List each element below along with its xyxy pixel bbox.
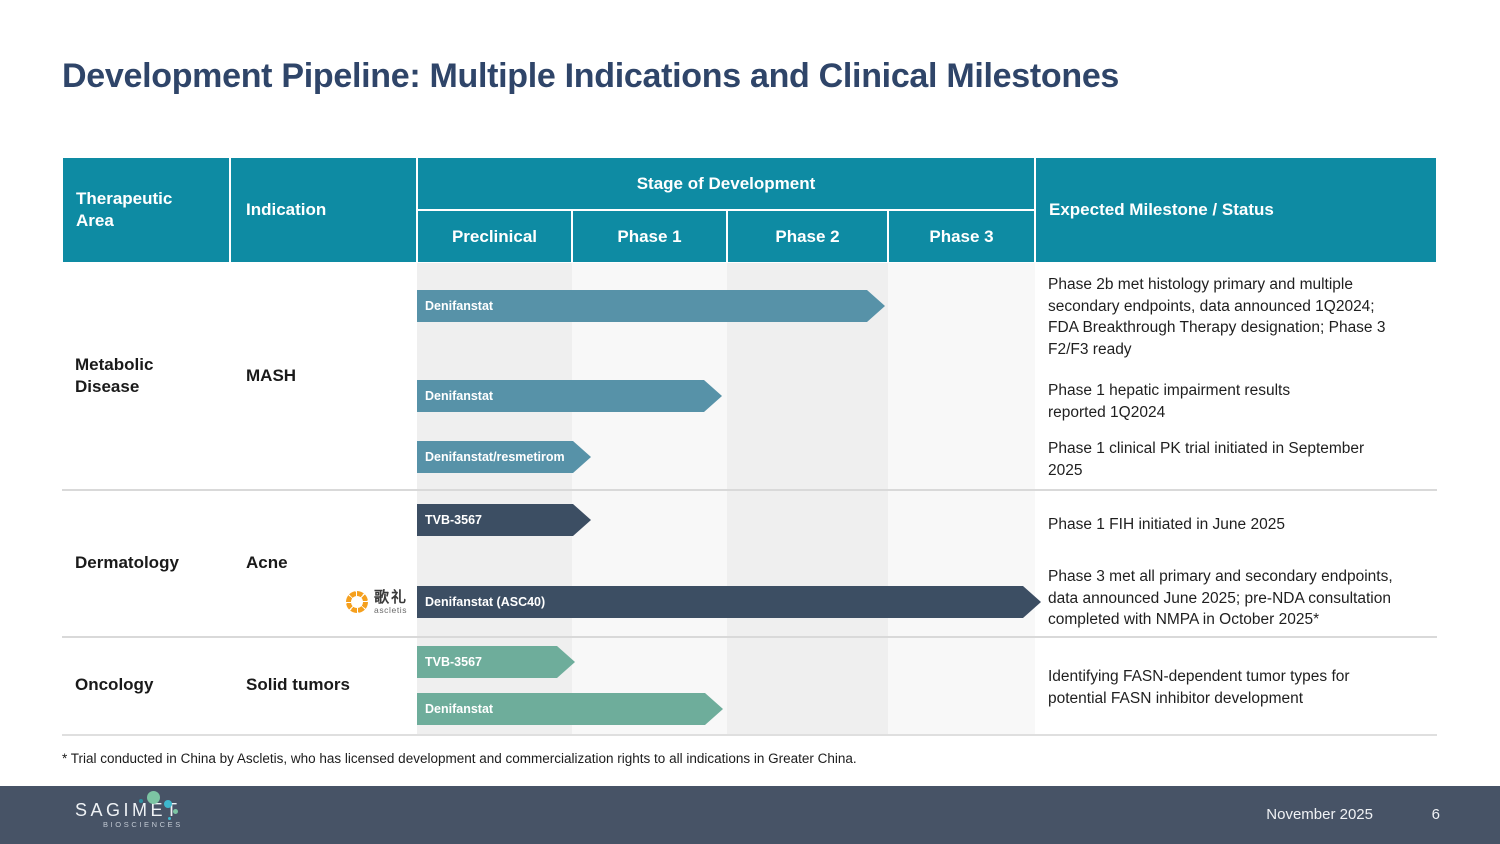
sagimet-logo-subtext: BIOSCIENCES — [103, 820, 183, 829]
pipeline-bar-denifanstat-phase1: Denifanstat — [417, 380, 722, 412]
bar-label: Denifanstat (ASC40) — [425, 595, 546, 609]
header-stage-of-development: Stage of Development — [417, 157, 1035, 210]
bar-label: TVB-3567 — [425, 513, 482, 527]
ascletis-latin-name: ascletis — [374, 604, 408, 615]
milestone-text: Phase 1 FIH initiated in June 2025 — [1048, 516, 1285, 533]
row-divider — [62, 636, 1437, 638]
footer-bar: SAGIMET BIOSCIENCES November 2025 6 — [0, 786, 1500, 844]
header-indication: Indication — [230, 157, 417, 263]
page-title: Development Pipeline: Multiple Indicatio… — [62, 57, 1120, 95]
header-stage-phase-2: Phase 2 — [727, 210, 888, 263]
pipeline-table: Therapeutic Area Indication Stage of Dev… — [62, 157, 1437, 737]
sagimet-logo: SAGIMET BIOSCIENCES — [75, 791, 183, 830]
pipeline-bar-tvb3567-oncology: TVB-3567 — [417, 646, 575, 678]
pipeline-bar-denifanstat-asc40: Denifanstat (ASC40) — [417, 586, 1041, 618]
milestone-text: Phase 3 met all primary and secondary en… — [1048, 568, 1393, 628]
header-stage-phase-3: Phase 3 — [888, 210, 1035, 263]
slide-date: November 2025 — [1266, 806, 1373, 823]
header-expected-milestone: Expected Milestone / Status — [1035, 157, 1437, 263]
table-bottom-divider — [62, 734, 1437, 736]
header-stage-preclinical: Preclinical — [417, 210, 572, 263]
stripe-phase-1 — [572, 263, 727, 734]
stripe-phase-2 — [727, 263, 888, 734]
milestone-text: Phase 1 clinical PK trial initiated in S… — [1048, 440, 1365, 479]
ascletis-cjk-name: 歌礼 — [374, 588, 409, 606]
bar-label: Denifanstat — [425, 299, 494, 313]
header-therapeutic-area: Therapeutic Area — [62, 157, 230, 263]
milestone-text: Phase 2b met histology primary and multi… — [1048, 276, 1386, 358]
bar-label: Denifanstat — [425, 389, 494, 403]
therapeutic-area-dermatology: Dermatology — [75, 552, 179, 572]
pipeline-bar-denifanstat-resmetirom: Denifanstat/resmetirom — [417, 441, 591, 473]
stripe-phase-3 — [888, 263, 1035, 734]
header-stage-phase-1: Phase 1 — [572, 210, 727, 263]
bar-label: Denifanstat/resmetirom — [425, 450, 565, 464]
ascletis-logo-text: 歌礼 ascletis — [374, 588, 409, 615]
indication-acne: Acne — [246, 552, 288, 572]
therapeutic-area-metabolic-disease: Metabolic Disease — [75, 355, 154, 396]
milestone-text: Identifying FASN-dependent tumor types f… — [1048, 668, 1350, 707]
therapeutic-area-oncology: Oncology — [75, 675, 154, 694]
pipeline-bar-denifanstat-phase2: Denifanstat — [417, 290, 885, 322]
indication-mash: MASH — [246, 366, 297, 385]
sagimet-logo-wordmark: SAGIMET — [75, 800, 181, 820]
row-divider — [62, 489, 1437, 491]
bar-label: TVB-3567 — [425, 655, 482, 669]
pipeline-bar-tvb3567-acne: TVB-3567 — [417, 504, 591, 536]
page-number: 6 — [1431, 806, 1440, 823]
ascletis-partner-logo: 歌礼 ascletis — [346, 587, 408, 617]
footnote: * Trial conducted in China by Ascletis, … — [62, 751, 857, 766]
pipeline-bar-denifanstat-oncology: Denifanstat — [417, 693, 723, 725]
indication-solid-tumors: Solid tumors — [246, 675, 350, 694]
milestone-text: Phase 1 hepatic impairment results repor… — [1048, 382, 1291, 421]
ascletis-ring-icon — [346, 591, 368, 613]
bar-label: Denifanstat — [425, 702, 494, 716]
sagimet-logo-dots-icon — [137, 791, 193, 825]
